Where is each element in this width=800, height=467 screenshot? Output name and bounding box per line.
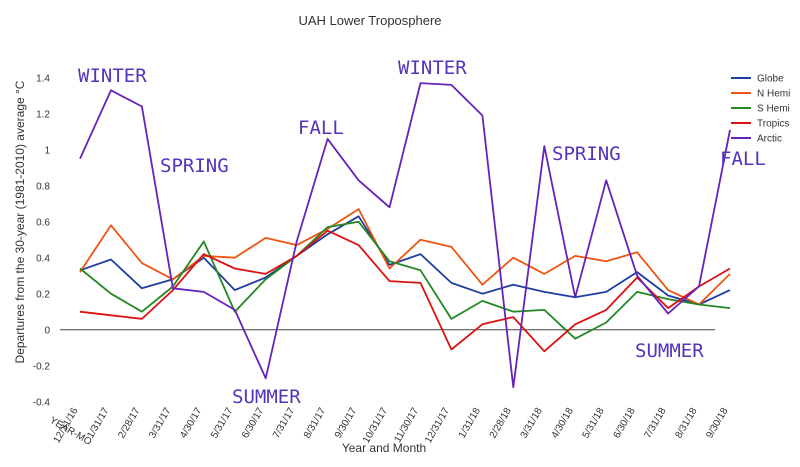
y-tick-label: 1.4 <box>36 74 50 85</box>
y-tick-label: -0.2 <box>33 362 51 373</box>
x-tick-label: 8/31/17 <box>302 406 328 441</box>
y-tick-label: 0.6 <box>36 218 50 229</box>
x-tick-label: 11/30/17 <box>392 406 421 445</box>
y-tick-label: 1.2 <box>36 110 50 121</box>
x-tick-label: 2/28/18 <box>488 406 514 441</box>
x-tick-label: 4/30/17 <box>178 406 204 441</box>
y-tick-label: 0 <box>44 326 50 337</box>
y-axis-label: Departures from the 30-year (1981-2010) … <box>13 80 27 363</box>
x-tick-label: 1/31/18 <box>457 406 483 441</box>
legend-label-tropics: Tropics <box>757 119 789 130</box>
legend-label-s-hemi: S Hemi <box>757 104 790 115</box>
x-tick-label: 6/30/17 <box>240 406 266 441</box>
x-axis-label: Year and Month <box>342 441 426 455</box>
series-lines <box>79 82 731 389</box>
x-tick-label: 9/30/18 <box>704 406 730 441</box>
annotation-summer-2: SUMMER <box>635 340 704 362</box>
annotation-fall-1: FALL <box>298 117 344 139</box>
annotation-summer-1: SUMMER <box>232 386 301 408</box>
y-axis-ticks: -0.4 -0.2 0 0.2 0.4 0.6 0.8 1 1.2 1.4 <box>33 74 51 409</box>
annotation-winter-2: WINTER <box>398 57 467 79</box>
legend-label-arctic: Arctic <box>757 134 782 145</box>
series-line-arctic <box>79 82 731 389</box>
y-tick-label: 0.8 <box>36 182 50 193</box>
y-tick-label: -0.4 <box>33 398 51 409</box>
chart-title: UAH Lower Troposphere <box>298 13 441 28</box>
x-tick-label: 2/28/17 <box>116 406 142 441</box>
y-tick-label: 0.4 <box>36 254 50 265</box>
x-tick-label: 10/31/17 <box>361 406 390 446</box>
x-tick-label: 9/30/17 <box>333 406 359 441</box>
x-axis-ticks: 12/31/16 1/31/17 2/28/17 3/31/17 4/30/17 5/31… <box>52 406 731 446</box>
x-tick-label: 12/31/17 <box>423 406 452 446</box>
x-tick-label: 7/31/17 <box>271 406 297 441</box>
series-line-n-hemi <box>79 208 731 306</box>
annotation-winter-1: WINTER <box>78 65 147 87</box>
season-annotations: WINTER SPRING FALL SUMMER WINTER SPRING … <box>78 57 766 408</box>
series-line-tropics <box>79 229 731 353</box>
series-line-s-hemi <box>79 220 731 340</box>
x-tick-label: 5/31/18 <box>581 406 607 441</box>
x-tick-label: 6/30/18 <box>612 406 638 441</box>
x-tick-label: 4/30/18 <box>550 406 576 441</box>
x-tick-label: 3/31/17 <box>147 406 173 441</box>
y-tick-label: 0.2 <box>36 290 50 301</box>
legend-label-n-hemi: N Hemi <box>757 89 790 100</box>
x-tick-label: 3/31/18 <box>519 406 545 441</box>
annotation-spring-1: SPRING <box>160 155 229 177</box>
x-tick-label: 5/31/17 <box>209 406 235 441</box>
annotation-spring-2: SPRING <box>552 143 621 165</box>
legend-label-globe: Globe <box>757 74 784 85</box>
x-tick-label: 8/31/18 <box>673 406 699 441</box>
x-tick-label: 7/31/18 <box>642 406 668 441</box>
legend: Globe N Hemi S Hemi Tropics Arctic <box>731 74 790 145</box>
annotation-fall-2: FALL <box>720 148 766 170</box>
y-tick-label: 1 <box>44 146 50 157</box>
